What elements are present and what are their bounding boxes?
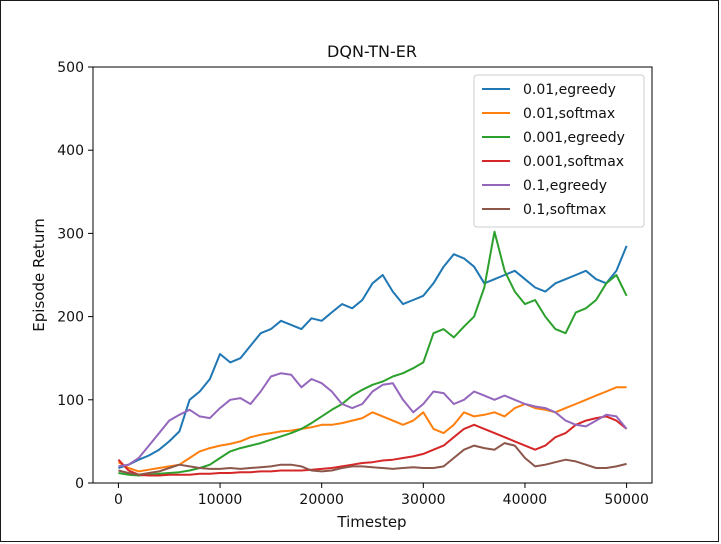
series-line-2 (118, 230, 628, 477)
series-line-5 (118, 442, 627, 476)
x-tick-label: 30000 (401, 492, 446, 508)
legend: 0.01,egreedy 0.01,softmax 0.001,egreedy 0.0… (473, 74, 645, 228)
series-lines (117, 230, 628, 477)
y-tick-label: 200 (57, 310, 84, 326)
series-line-1 (117, 386, 627, 473)
x-tick-label: 50000 (604, 492, 649, 508)
legend-label: 0.01,softmax (523, 106, 615, 122)
y-axis-title: Episode Return (30, 218, 48, 331)
y-axis: 0 100 200 300 400 500 (57, 60, 93, 492)
legend-label: 0.001,softmax (523, 154, 624, 170)
y-tick-label: 0 (75, 476, 84, 492)
y-tick-label: 400 (57, 143, 84, 159)
x-axis: 0 10000 20000 30000 40000 50000 (114, 483, 649, 508)
x-tick-label: 20000 (299, 492, 344, 508)
chart-title: DQN-TN-ER (327, 42, 417, 61)
legend-label: 0.1,softmax (523, 202, 606, 218)
legend-label: 0.01,egreedy (523, 82, 616, 98)
series-line-0 (118, 245, 628, 469)
series-line-3 (117, 415, 628, 477)
legend-box (473, 74, 645, 228)
x-tick-label: 40000 (503, 492, 548, 508)
series-line-4 (118, 372, 628, 468)
y-tick-label: 100 (57, 393, 84, 409)
y-tick-label: 500 (57, 60, 84, 76)
x-axis-title: Timestep (336, 513, 406, 531)
plot-area (92, 66, 653, 484)
legend-label: 0.1,egreedy (523, 178, 607, 194)
plot-border (92, 66, 653, 484)
x-tick-label: 0 (114, 492, 123, 508)
legend-label: 0.001,egreedy (523, 130, 625, 146)
y-tick-label: 300 (57, 226, 84, 242)
x-tick-label: 10000 (198, 492, 243, 508)
